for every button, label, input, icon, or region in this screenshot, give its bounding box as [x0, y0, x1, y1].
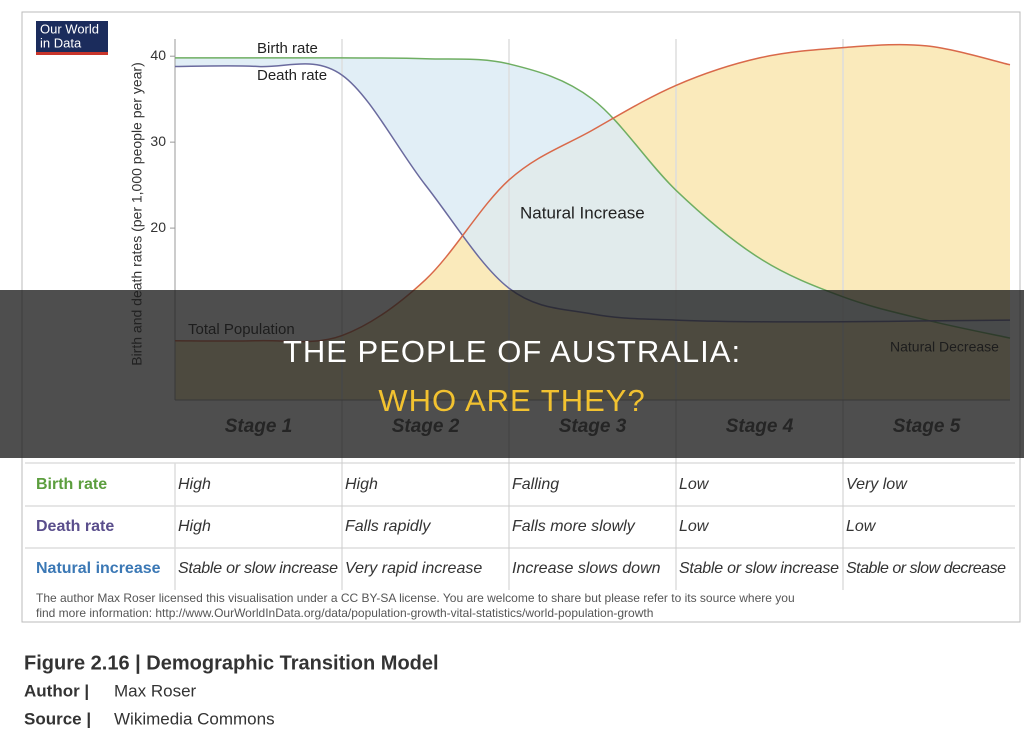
- caption-value: Wikimedia Commons: [114, 709, 275, 728]
- license-text: find more information: http://www.OurWor…: [36, 606, 653, 620]
- table-cell: Increase slows down: [512, 560, 661, 577]
- table-cell: High: [345, 476, 378, 493]
- table-cell: Stable or slow increase: [178, 560, 338, 577]
- caption-label: Source |: [24, 709, 91, 728]
- table-cell: Low: [846, 518, 877, 535]
- row-header: Death rate: [36, 518, 114, 535]
- table-cell: Stable or slow decrease: [846, 560, 1006, 577]
- table-cell: Falling: [512, 476, 559, 493]
- license-text: The author Max Roser licensed this visua…: [36, 591, 795, 605]
- caption-label: Author |: [24, 681, 89, 700]
- logo-text: Our World: [40, 21, 99, 36]
- banner-title: THE PEOPLE OF AUSTRALIA:: [283, 334, 741, 369]
- series-label: Birth rate: [257, 40, 318, 57]
- logo-text: in Data: [40, 35, 82, 50]
- table-cell: Very rapid increase: [345, 560, 482, 577]
- caption-title: Figure 2.16 | Demographic Transition Mod…: [24, 652, 439, 674]
- y-tick-label: 30: [150, 133, 166, 149]
- logo-underline: [36, 52, 108, 55]
- natural-increase-area: [175, 57, 1010, 339]
- table-cell: Stable or slow increase: [679, 560, 839, 577]
- row-header: Natural increase: [36, 560, 161, 577]
- table-cell: Very low: [846, 476, 908, 493]
- caption-value: Max Roser: [114, 681, 197, 700]
- banner-title: WHO ARE THEY?: [378, 383, 645, 418]
- table-cell: Falls rapidly: [345, 518, 431, 535]
- y-tick-label: 40: [150, 47, 166, 63]
- logo-box: [36, 21, 108, 52]
- y-tick-label: 20: [150, 219, 166, 235]
- series-label: Death rate: [257, 67, 327, 84]
- table-cell: High: [178, 476, 211, 493]
- table-cell: High: [178, 518, 211, 535]
- y-axis-label: Birth and death rates (per 1,000 people …: [129, 62, 145, 366]
- table-cell: Low: [679, 518, 710, 535]
- banner: [0, 290, 1024, 458]
- table-cell: Falls more slowly: [512, 518, 636, 535]
- table-cell: Low: [679, 476, 710, 493]
- annotation: Natural Increase: [520, 203, 645, 222]
- row-header: Birth rate: [36, 476, 107, 493]
